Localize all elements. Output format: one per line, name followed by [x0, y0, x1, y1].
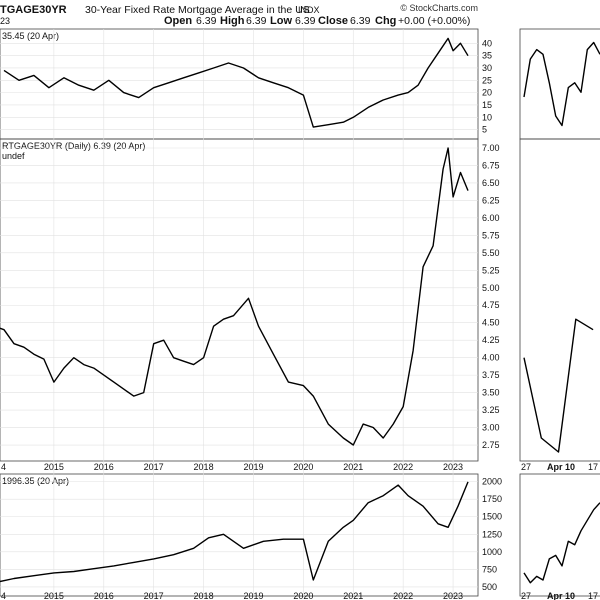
y-tick-top-indicator-6: 35 [482, 51, 492, 61]
x-tick-right-main-2: 17 [588, 462, 598, 472]
y-tick-main-16: 6.75 [482, 160, 500, 170]
y-tick-main-15: 6.50 [482, 178, 500, 188]
series-line-right-top [523, 41, 600, 127]
y-tick-main-9: 5.00 [482, 283, 500, 293]
chg-label: Chg [375, 15, 396, 27]
y-tick-main-12: 5.75 [482, 230, 500, 240]
low-label: Low [270, 15, 292, 27]
y-tick-main-5: 4.00 [482, 353, 500, 363]
y-tick-main-4: 3.75 [482, 370, 500, 380]
y-tick-main-13: 6.00 [482, 213, 500, 223]
x-tick-main-2021: 2021 [343, 462, 363, 472]
series-line-right-bottom [523, 502, 600, 584]
x-tick-bottom-2023: 2023 [443, 591, 463, 600]
series-line-main [0, 147, 469, 446]
x-tick-main-2023: 2023 [443, 462, 463, 472]
y-tick-main-17: 7.00 [482, 143, 500, 153]
y-tick-top-indicator-3: 20 [482, 88, 492, 98]
y-tick-main-3: 3.50 [482, 388, 500, 398]
open-value: 6.39 [196, 15, 217, 27]
top-panel-label: 35.45 (20 Apr) [2, 31, 59, 41]
x-tick-main-2017: 2017 [144, 462, 164, 472]
y-tick-bottom-indicator-4: 1500 [482, 512, 502, 522]
open-label: Open [164, 15, 192, 27]
x-tick-main-2015: 2015 [44, 462, 64, 472]
chart-symbol: TGAGE30YR [0, 4, 67, 16]
bottom-panel-label: 1996.35 (20 Apr) [2, 476, 69, 486]
y-tick-top-indicator-4: 25 [482, 75, 492, 85]
series-layer [0, 37, 600, 584]
main-panel-frame [0, 138, 479, 462]
close-value: 6.39 [350, 15, 371, 27]
x-tick-main-partial: 4 [1, 462, 6, 472]
y-tick-main-7: 4.50 [482, 318, 500, 328]
y-tick-main-8: 4.75 [482, 300, 500, 310]
main-panel-label: RTGAGE30YR (Daily) 6.39 (20 Apr) [2, 141, 145, 151]
x-tick-bottom-2016: 2016 [94, 591, 114, 600]
close-label: Close [318, 15, 348, 27]
x-tick-bottom-2015: 2015 [44, 591, 64, 600]
x-tick-right-bottom-2: 17 [588, 591, 598, 600]
low-value: 6.39 [295, 15, 316, 27]
series-line-top-indicator [3, 37, 469, 128]
y-tick-bottom-indicator-1: 750 [482, 564, 497, 574]
y-tick-layer: 5 10 15 20 25 30 35 40 2.75 3.00 3.25 3.50 3.75 4.00 4… [482, 38, 502, 592]
y-tick-main-2: 3.25 [482, 405, 500, 415]
y-tick-main-11: 5.50 [482, 248, 500, 258]
high-label: High [220, 15, 245, 27]
x-tick-main-2020: 2020 [293, 462, 313, 472]
y-tick-bottom-indicator-3: 1250 [482, 529, 502, 539]
main-panel-sublabel: undef [2, 151, 25, 161]
x-tick-main-2019: 2019 [243, 462, 263, 472]
y-tick-main-0: 2.75 [482, 440, 500, 450]
y-tick-bottom-indicator-5: 1750 [482, 494, 502, 504]
top-panel-frame [0, 28, 479, 140]
y-tick-top-indicator-7: 40 [482, 38, 492, 48]
exchange-label: INDX [298, 5, 320, 15]
x-tick-right-bottom-1: Apr 10 [547, 591, 575, 600]
chg-value: +0.00 (+0.00%) [398, 15, 470, 27]
high-value: 6.39 [246, 15, 267, 27]
y-tick-top-indicator-0: 5 [482, 125, 487, 135]
y-tick-bottom-indicator-2: 1000 [482, 547, 502, 557]
x-tick-bottom-2022: 2022 [393, 591, 413, 600]
x-tick-bottom-2019: 2019 [243, 591, 263, 600]
x-tick-bottom-2020: 2020 [293, 591, 313, 600]
right-main-frame [519, 138, 600, 462]
x-tick-bottom-2018: 2018 [194, 591, 214, 600]
right-bottom-frame [519, 473, 600, 597]
bottom-panel-frame [0, 473, 479, 597]
x-tick-main-2018: 2018 [194, 462, 214, 472]
y-tick-top-indicator-1: 10 [482, 112, 492, 122]
y-tick-top-indicator-5: 30 [482, 63, 492, 73]
source-credit: © StockCharts.com [400, 3, 478, 13]
y-tick-main-6: 4.25 [482, 335, 500, 345]
y-tick-main-14: 6.25 [482, 195, 500, 205]
series-line-right-main [523, 318, 594, 453]
x-tick-main-2022: 2022 [393, 462, 413, 472]
y-tick-main-10: 5.25 [482, 265, 500, 275]
y-tick-main-1: 3.00 [482, 423, 500, 433]
x-tick-right-main-1: Apr 10 [547, 462, 575, 472]
chart-title: 30-Year Fixed Rate Mortgage Average in t… [85, 4, 310, 16]
x-tick-bottom-partial: 4 [1, 591, 6, 600]
y-tick-bottom-indicator-6: 2000 [482, 477, 502, 487]
header-date: 23 [0, 16, 10, 26]
x-tick-bottom-2017: 2017 [144, 591, 164, 600]
grid-layer [0, 29, 478, 596]
x-tick-bottom-2021: 2021 [343, 591, 363, 600]
series-line-bottom-indicator [0, 481, 469, 583]
y-tick-top-indicator-2: 15 [482, 100, 492, 110]
y-tick-bottom-indicator-0: 500 [482, 582, 497, 592]
x-tick-main-2016: 2016 [94, 462, 114, 472]
x-tick-layer: 2015 2015 2016 2016 2017 2017 2018 2018 2019 2019… [1, 462, 598, 600]
x-tick-right-main-0: 27 [521, 462, 531, 472]
x-tick-right-bottom-0: 27 [521, 591, 531, 600]
